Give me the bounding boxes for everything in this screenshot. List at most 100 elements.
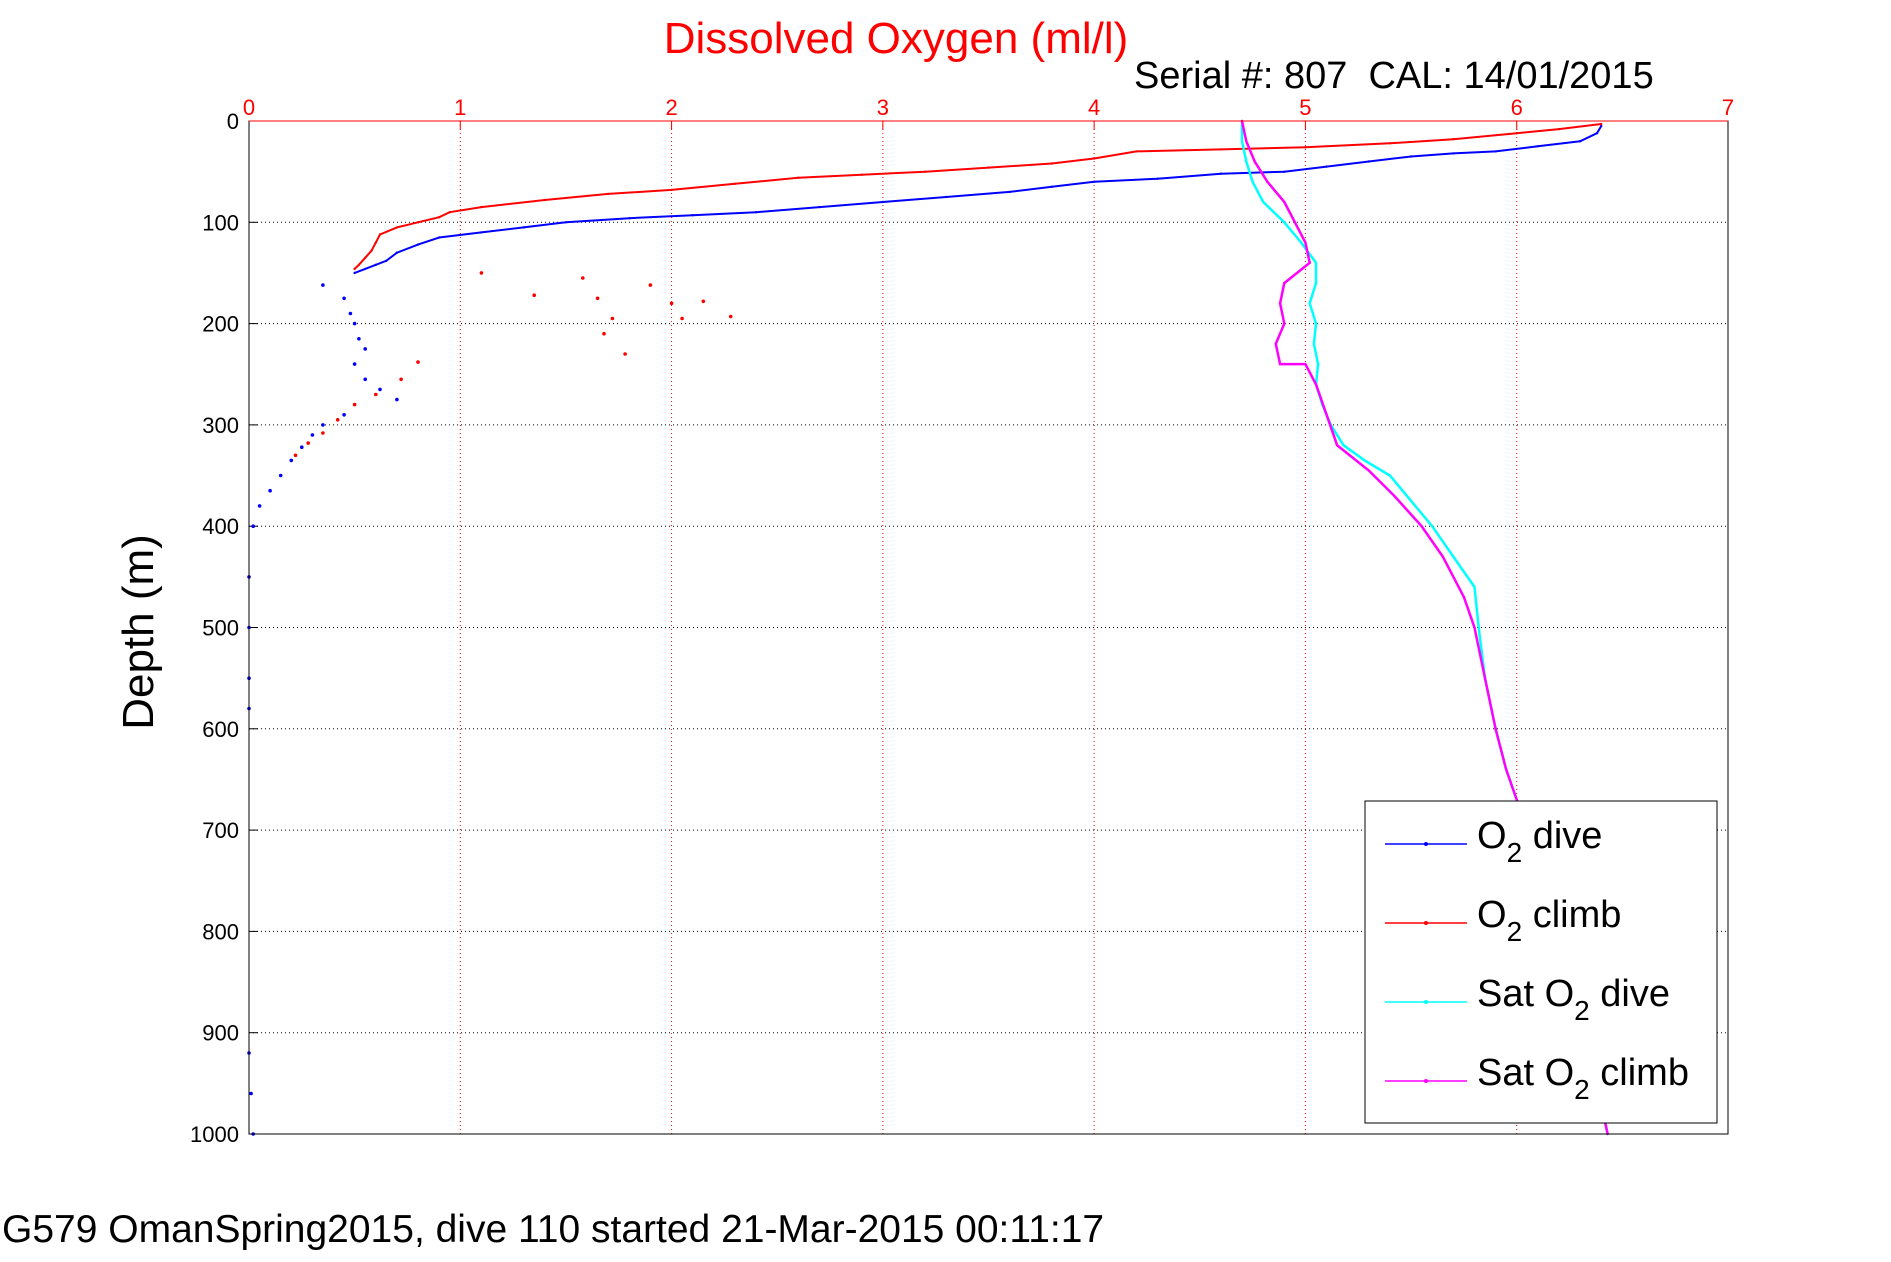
data-point-o2-dive <box>1050 185 1054 188</box>
data-point-o2-dive <box>1156 177 1159 180</box>
data-point-sat-o2-dive <box>1452 555 1455 558</box>
data-point-sat-o2-dive <box>1240 140 1244 143</box>
data-point-o2-dive <box>438 236 441 239</box>
data-point-o2-dive-scatter <box>289 458 294 463</box>
data-point-o2-climb <box>987 166 990 169</box>
data-point-o2-climb-scatter <box>610 316 615 321</box>
chart-subtitle: Serial #: 807 CAL: 14/01/2015 <box>1134 55 1654 97</box>
data-point-o2-dive <box>1219 172 1223 175</box>
data-point-o2-dive-scatter <box>348 311 353 316</box>
data-point-o2-dive-scatter <box>300 445 304 450</box>
legend-marker <box>1424 921 1428 925</box>
data-point-o2-dive <box>1536 145 1540 148</box>
data-point-sat-o2-climb <box>1278 302 1282 305</box>
data-point-o2-dive-scatter <box>342 296 346 301</box>
data-point-o2-climb-scatter <box>669 301 674 306</box>
data-point-o2-dive <box>628 217 631 220</box>
data-point-o2-climb <box>416 221 420 224</box>
y-tick-label: 700 <box>202 818 239 843</box>
data-point-sat-o2-dive <box>1409 499 1413 503</box>
data-point-o2-climb-scatter <box>416 360 420 364</box>
data-point-o2-climb-scatter <box>321 431 325 435</box>
y-tick-label: 800 <box>202 919 239 944</box>
data-point-sat-o2-dive <box>1363 459 1366 462</box>
data-point-sat-o2-dive <box>1314 281 1318 285</box>
data-point-sat-o2-climb <box>1253 160 1256 163</box>
data-point-o2-climb-scatter <box>352 402 357 407</box>
data-point-sat-o2-dive <box>1342 444 1345 447</box>
data-point-sat-o2-climb <box>1245 140 1248 143</box>
data-point-o2-climb-scatter <box>399 377 403 382</box>
data-point-o2-climb-scatter <box>532 293 536 298</box>
data-point-sat-o2-climb <box>1393 494 1396 497</box>
data-point-o2-climb <box>543 198 546 202</box>
data-point-o2-dive-scatter <box>310 433 315 437</box>
data-point-o2-dive-scatter <box>363 377 368 382</box>
legend-box <box>1364 800 1718 1124</box>
data-point-sat-o2-dive <box>1262 200 1265 204</box>
data-point-o2-climb <box>1050 162 1054 165</box>
x-tick-label: 4 <box>1088 95 1100 120</box>
data-point-o2-dive <box>818 205 821 209</box>
data-point-sat-o2-climb <box>1494 727 1497 730</box>
data-point-sat-o2-climb <box>1462 595 1466 599</box>
legend-label: Sat O2 dive <box>1477 973 1670 1026</box>
legend-marker <box>1424 1000 1428 1004</box>
data-point-sat-o2-climb <box>1314 383 1318 386</box>
data-point-sat-o2-climb <box>1420 525 1423 528</box>
y-tick-label: 500 <box>202 616 239 641</box>
data-point-o2-climb <box>364 256 367 259</box>
data-point-o2-dive-scatter <box>257 504 262 508</box>
data-point-sat-o2-dive <box>1473 585 1476 589</box>
data-point-o2-dive-scatter <box>321 283 325 287</box>
data-point-o2-dive <box>1092 180 1096 183</box>
data-point-o2-climb <box>374 241 377 244</box>
data-point-o2-dive <box>1494 150 1497 153</box>
data-point-o2-climb <box>395 226 399 229</box>
data-point-o2-climb <box>1388 142 1392 145</box>
x-tick-label: 2 <box>665 95 677 120</box>
data-point-o2-climb <box>1092 157 1096 160</box>
data-point-o2-climb <box>1452 138 1455 141</box>
data-point-o2-climb-scatter <box>293 453 298 458</box>
data-point-sat-o2-dive <box>1314 322 1318 325</box>
data-point-sat-o2-climb <box>1473 626 1476 629</box>
data-point-sat-o2-dive <box>1308 302 1311 305</box>
data-point-sat-o2-climb <box>1335 444 1339 447</box>
data-point-sat-o2-climb <box>1441 555 1445 558</box>
y-tick-label: 1000 <box>190 1122 239 1147</box>
data-point-o2-dive <box>1325 165 1328 168</box>
data-point-o2-dive <box>691 214 694 217</box>
legend-marker <box>1424 842 1428 846</box>
data-point-o2-climb <box>733 182 737 185</box>
data-point-o2-dive-scatter <box>352 321 357 326</box>
data-point-o2-dive-scatter <box>249 1091 253 1096</box>
data-point-o2-climb-scatter <box>374 392 378 397</box>
data-point-o2-dive-scatter <box>342 413 346 417</box>
data-point-o2-dive <box>385 259 388 262</box>
data-point-o2-climb-scatter <box>701 299 706 304</box>
x-tick-label: 5 <box>1299 95 1311 120</box>
data-point-o2-dive <box>395 251 399 254</box>
data-point-o2-climb <box>860 173 863 176</box>
data-point-sat-o2-dive <box>1316 362 1320 366</box>
data-point-o2-climb <box>370 249 373 252</box>
data-point-sat-o2-climb <box>1504 768 1508 771</box>
data-point-sat-o2-climb <box>1266 180 1269 183</box>
data-point-sat-o2-climb <box>1283 200 1286 204</box>
data-point-o2-dive <box>754 211 758 214</box>
data-point-sat-o2-dive <box>1251 180 1254 183</box>
data-point-o2-dive <box>480 231 483 234</box>
legend-label: O2 climb <box>1477 894 1621 947</box>
data-point-o2-dive-scatter <box>395 397 399 402</box>
data-point-o2-dive-scatter <box>268 488 272 493</box>
data-point-sat-o2-climb <box>1367 469 1371 472</box>
data-point-o2-climb-scatter <box>680 316 684 321</box>
data-point-o2-dive <box>1367 160 1371 163</box>
data-point-sat-o2-dive <box>1312 342 1316 346</box>
data-point-o2-climb <box>1600 122 1603 126</box>
data-point-o2-climb-scatter <box>648 283 653 287</box>
data-point-sat-o2-climb <box>1325 413 1328 416</box>
data-point-sat-o2-dive <box>1477 626 1480 629</box>
data-point-sat-o2-climb <box>1283 322 1286 325</box>
